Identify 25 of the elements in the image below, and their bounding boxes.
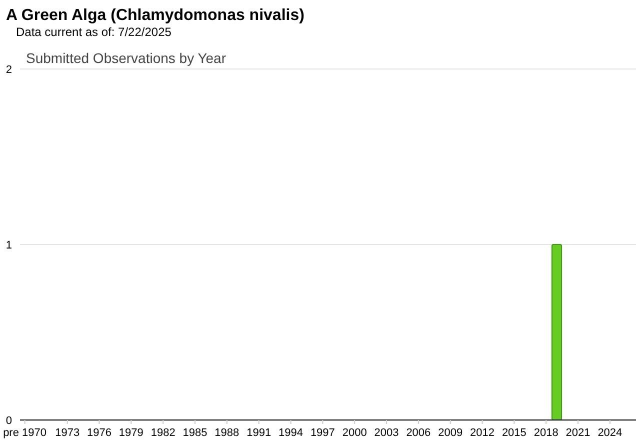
y-tick-label: 1 [6, 240, 12, 252]
x-tick-label: pre 1970 [3, 427, 47, 439]
x-tick-label: 1988 [214, 427, 240, 439]
x-tick-label: 2006 [406, 427, 431, 439]
text: Submitted Observations by Year [26, 50, 226, 66]
x-tick-label: 2021 [566, 427, 590, 439]
x-tick-label: 1985 [182, 427, 208, 439]
x-tick-label: 1979 [118, 427, 144, 439]
x-tick-label: 2012 [470, 427, 495, 439]
x-tick-label: 2000 [342, 427, 367, 439]
x-tick-label: 2015 [502, 427, 526, 439]
x-tick-label: 1991 [246, 427, 272, 439]
x-tick-label: 1982 [150, 427, 176, 439]
x-tick-label: 2018 [534, 427, 558, 439]
x-tick-label: 2003 [374, 427, 399, 439]
x-tick-label: 2009 [438, 427, 463, 439]
chart-subtitle: Data current as of: 7/22/2025 [16, 25, 172, 39]
x-tick-label: 2024 [598, 427, 622, 439]
x-tick-label: 1997 [310, 427, 335, 439]
y-tick-label: 2 [6, 64, 12, 76]
y-tick-label: 0 [6, 415, 12, 427]
x-tick-label: 1973 [55, 427, 80, 439]
chart-title: A Green Alga (Chlamydomonas nivalis) [6, 7, 304, 24]
x-tick-label: 1976 [87, 427, 112, 439]
x-tick-label: 1994 [278, 427, 304, 439]
